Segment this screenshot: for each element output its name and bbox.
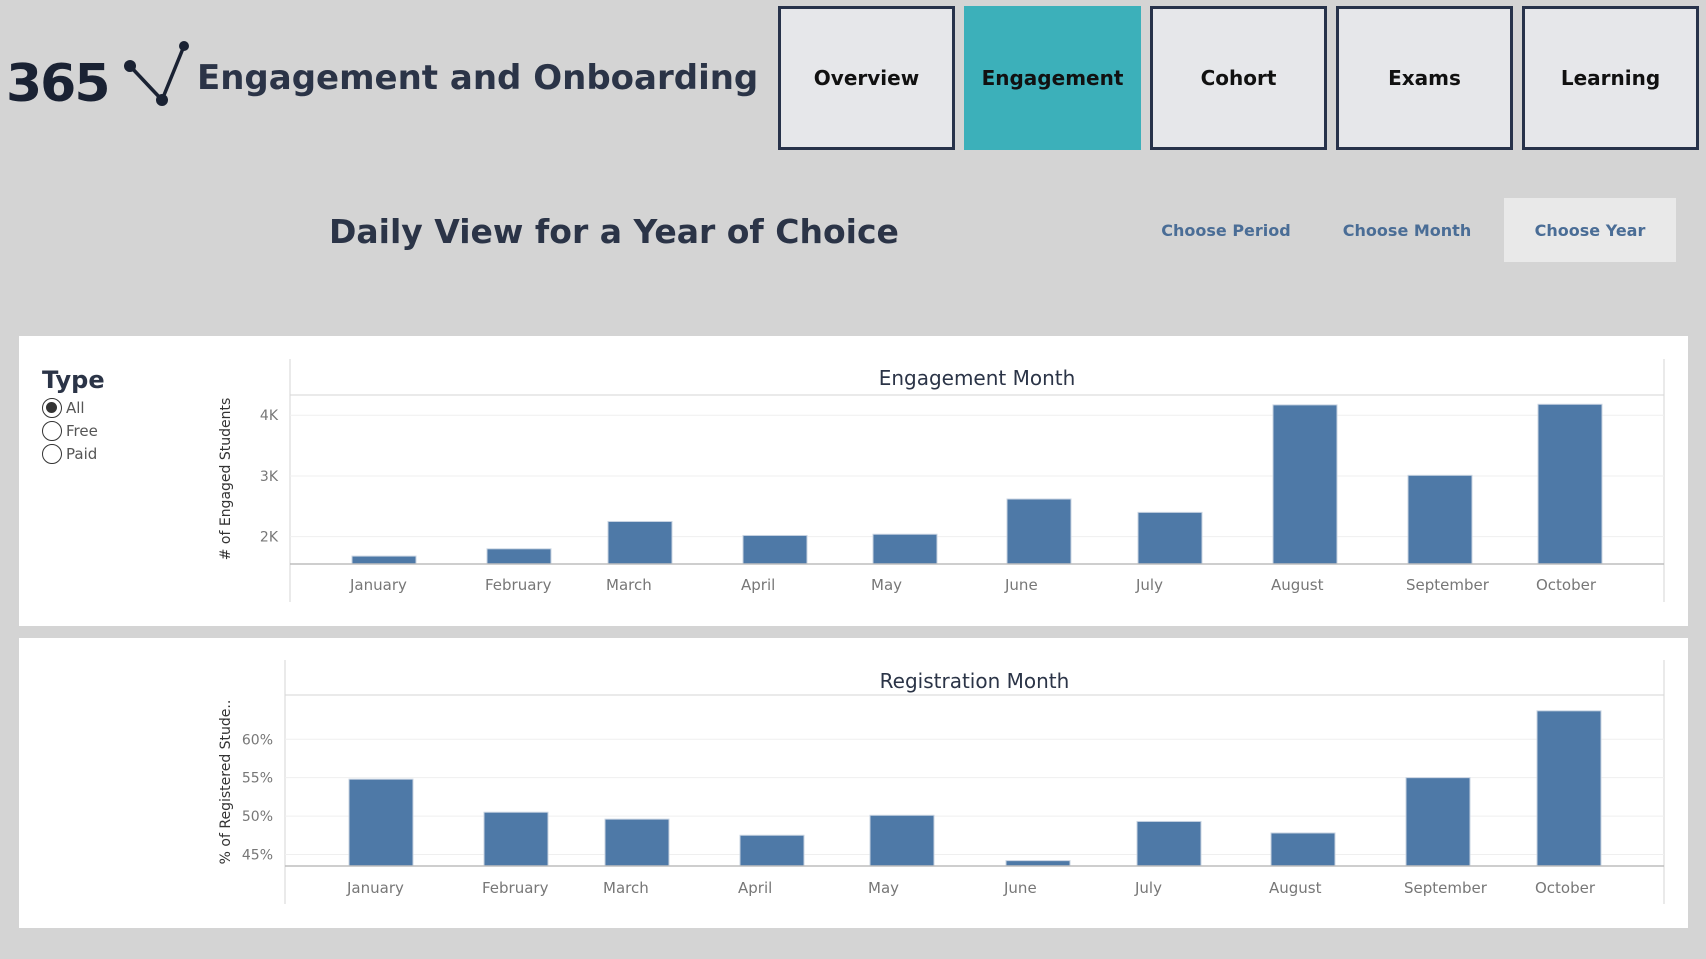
radio-label: Free xyxy=(66,421,98,440)
engagement-bar-march xyxy=(607,520,673,565)
engagement-ytick-label: 2K xyxy=(260,530,279,546)
radio-empty-icon xyxy=(42,420,62,441)
nav-engagement-button[interactable]: Engagement xyxy=(964,6,1141,150)
registration-chart-title: Registration Month xyxy=(880,669,1070,693)
engagement-bar-january xyxy=(351,555,417,565)
engagement-xtick-label: April xyxy=(741,576,775,594)
engagement-bar-april xyxy=(742,534,808,565)
registration-ytick-label: 55% xyxy=(242,771,273,787)
engagement-bar-may xyxy=(872,533,938,565)
registration-bar-may xyxy=(869,814,935,867)
registration-xtick-label: January xyxy=(346,879,404,897)
choose-period-button[interactable]: Choose Period xyxy=(1161,220,1291,240)
registration-bar-april xyxy=(739,834,805,867)
registration-ytick-label: 50% xyxy=(242,809,273,825)
engagement-bar-february xyxy=(486,548,552,565)
engagement-xtick-label: February xyxy=(485,576,552,594)
engagement-y-axis-title: # of Engaged Students xyxy=(218,398,234,561)
engagement-xtick-label: October xyxy=(1536,576,1597,594)
engagement-bar-october xyxy=(1537,403,1603,565)
engagement-bar-july xyxy=(1137,511,1203,565)
registration-bar-september xyxy=(1405,777,1471,867)
registration-xtick-label: October xyxy=(1535,879,1596,897)
registration-bar-october xyxy=(1536,710,1602,867)
engagement-ytick-label: 3K xyxy=(260,469,279,485)
engagement-xtick-label: January xyxy=(349,576,407,594)
engagement-bar-june xyxy=(1006,498,1072,565)
registration-xtick-label: July xyxy=(1134,879,1162,897)
engagement-xtick-label: June xyxy=(1004,576,1038,594)
engagement-bar-august xyxy=(1272,404,1338,565)
engagement-xtick-label: July xyxy=(1135,576,1163,594)
registration-bar-july xyxy=(1136,820,1202,867)
registration-bar-march xyxy=(604,818,670,867)
registration-xtick-label: May xyxy=(868,879,899,897)
engagement-chart-title: Engagement Month xyxy=(879,366,1076,390)
engagement-xtick-label: May xyxy=(871,576,902,594)
type-radio-free[interactable]: Free xyxy=(42,419,105,442)
registration-xtick-label: April xyxy=(738,879,772,897)
type-radio-all[interactable]: All xyxy=(42,396,105,419)
engagement-bar-september xyxy=(1407,474,1473,565)
registration-xtick-label: February xyxy=(482,879,549,897)
registration-xtick-label: June xyxy=(1003,879,1037,897)
nav-overview-button[interactable]: Overview xyxy=(778,6,955,150)
type-filter: Type All Free Paid xyxy=(42,366,105,465)
engagement-xtick-label: September xyxy=(1406,576,1490,594)
logo-checkmark-icon xyxy=(124,41,189,106)
nav-exams-button[interactable]: Exams xyxy=(1336,6,1513,150)
type-filter-title: Type xyxy=(42,366,105,394)
choose-month-button[interactable]: Choose Month xyxy=(1342,220,1472,240)
type-radio-paid[interactable]: Paid xyxy=(42,442,105,465)
nav-cohort-button[interactable]: Cohort xyxy=(1150,6,1327,150)
registration-bar-january xyxy=(348,778,414,867)
registration-bar-june xyxy=(1005,860,1071,867)
radio-label: Paid xyxy=(66,444,98,463)
app-title: Engagement and Onboarding xyxy=(197,58,759,98)
engagement-xtick-label: March xyxy=(606,576,652,594)
radio-empty-icon xyxy=(42,443,62,464)
choose-year-button[interactable]: Choose Year xyxy=(1504,198,1676,262)
radio-label: All xyxy=(66,398,85,417)
registration-xtick-label: March xyxy=(603,879,649,897)
registration-ytick-label: 45% xyxy=(242,847,273,863)
registration-y-axis-title: % of Registered Stude.. xyxy=(218,700,234,865)
registration-bar-february xyxy=(483,811,549,867)
registration-xtick-label: September xyxy=(1404,879,1488,897)
registration-bar-august xyxy=(1270,832,1336,867)
nav-learning-button[interactable]: Learning xyxy=(1522,6,1699,150)
registration-xtick-label: August xyxy=(1269,879,1322,897)
main-nav: Overview Engagement Cohort Exams Learnin… xyxy=(778,6,1699,150)
logo-text: 365 xyxy=(6,54,111,114)
radio-selected-icon xyxy=(42,397,62,418)
engagement-ytick-label: 4K xyxy=(260,408,279,424)
engagement-xtick-label: August xyxy=(1271,576,1324,594)
page-title: Daily View for a Year of Choice xyxy=(329,212,899,251)
registration-ytick-label: 60% xyxy=(242,732,273,748)
brand-logo: 365 xyxy=(6,40,189,116)
